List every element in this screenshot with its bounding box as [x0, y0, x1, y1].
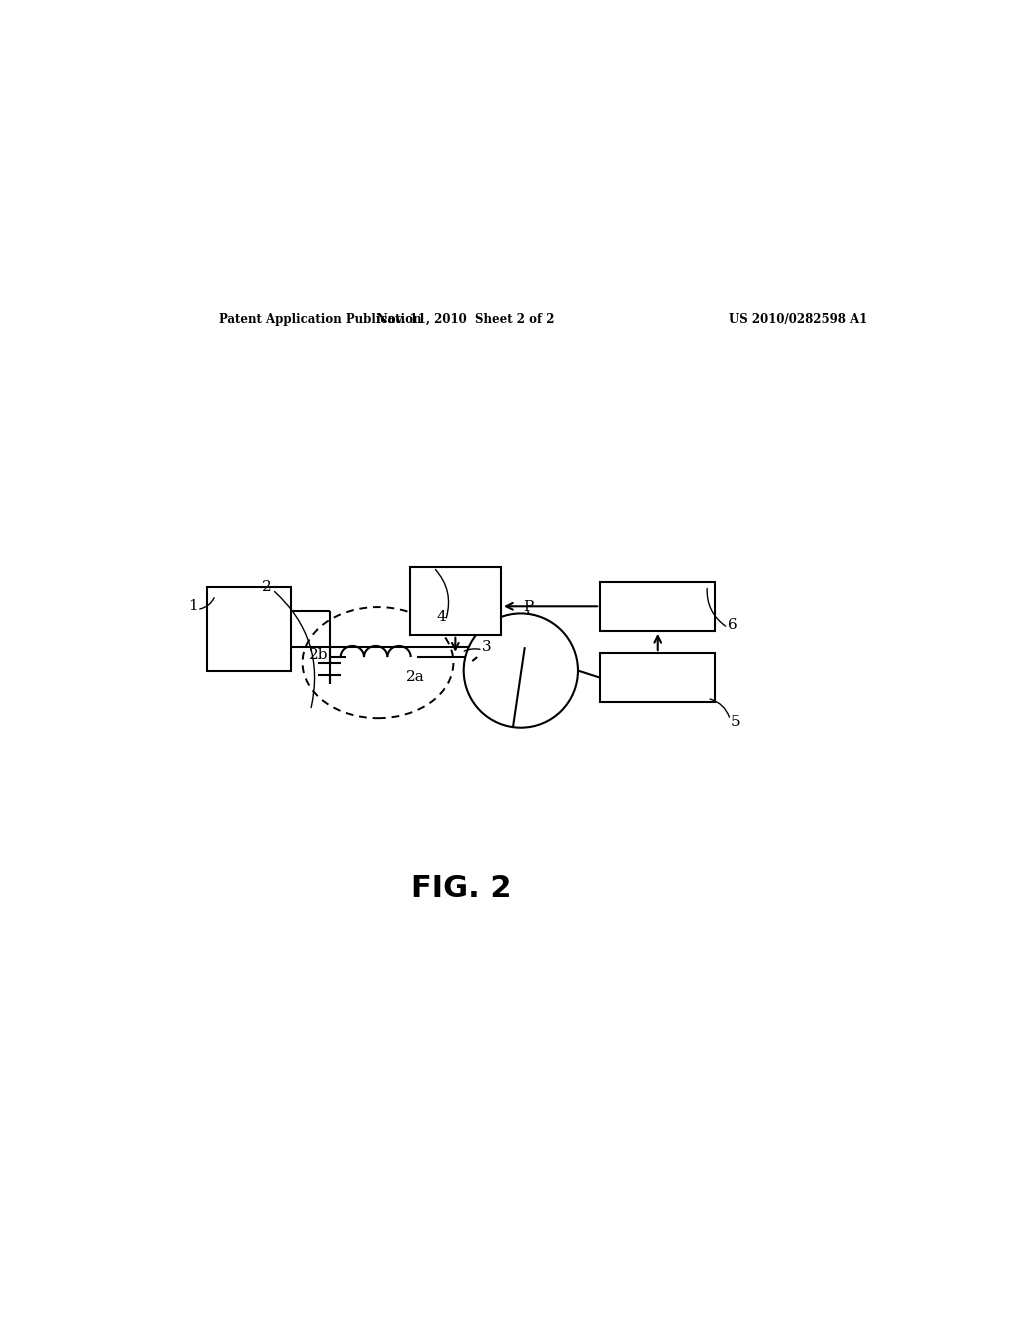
Text: 4: 4 — [436, 610, 446, 624]
Text: 2: 2 — [262, 581, 271, 594]
Text: 2a: 2a — [406, 671, 425, 684]
Text: US 2010/0282598 A1: US 2010/0282598 A1 — [729, 313, 867, 326]
Text: 1: 1 — [188, 599, 198, 614]
Text: 5: 5 — [730, 715, 740, 729]
Bar — [600, 582, 715, 631]
Circle shape — [464, 614, 578, 727]
Text: Nov. 11, 2010  Sheet 2 of 2: Nov. 11, 2010 Sheet 2 of 2 — [377, 313, 554, 326]
Text: FIG. 2: FIG. 2 — [411, 874, 512, 903]
Bar — [410, 568, 501, 635]
Bar — [600, 653, 715, 702]
Ellipse shape — [303, 607, 454, 718]
Text: 3: 3 — [482, 640, 492, 653]
Text: 2b: 2b — [308, 648, 329, 661]
Text: 6: 6 — [728, 618, 737, 632]
Bar — [207, 587, 291, 671]
Text: Patent Application Publication: Patent Application Publication — [219, 313, 422, 326]
Text: P: P — [523, 601, 534, 614]
